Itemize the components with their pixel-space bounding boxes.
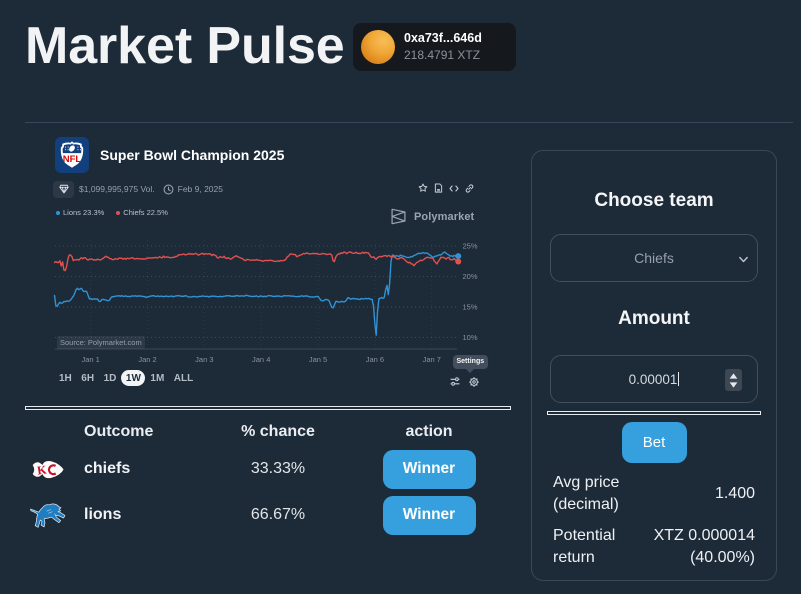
svg-text:10%: 10% bbox=[463, 333, 478, 342]
timeframe-1d[interactable]: 1D bbox=[99, 370, 121, 386]
spinner-up-icon[interactable] bbox=[729, 372, 738, 379]
polymarket-logo-icon bbox=[391, 208, 406, 225]
meta-clock-wrap bbox=[163, 184, 174, 195]
timeframe-1h[interactable]: 1H bbox=[55, 370, 77, 386]
market-widget: NFL Super Bowl Champion 2025 $1,099,995,… bbox=[32, 123, 516, 395]
embed-code-icon[interactable] bbox=[449, 184, 459, 193]
outcome-chance: 66.67% bbox=[250, 506, 306, 523]
svg-text:Jan 2: Jan 2 bbox=[138, 355, 156, 364]
wallet-avatar-icon bbox=[361, 30, 395, 64]
amount-input[interactable]: 0.00001 bbox=[550, 355, 758, 403]
settings-tooltip: Settings bbox=[453, 355, 488, 372]
team-select-value: Chiefs bbox=[634, 250, 674, 266]
timeframe-1m[interactable]: 1M bbox=[146, 370, 169, 386]
timeframe-bar: 1H 6H 1D 1W 1M ALL bbox=[55, 370, 198, 386]
timeframe-6h[interactable]: 6H bbox=[77, 370, 99, 386]
legend-dot-icon bbox=[116, 210, 121, 215]
wallet-balance: 218.4791 XTZ bbox=[404, 48, 481, 62]
potential-return-row: Potential return XTZ 0.000014 (40.00%) bbox=[553, 525, 755, 569]
svg-text:Jan 1: Jan 1 bbox=[81, 355, 99, 364]
outcomes-header-action: action bbox=[405, 423, 453, 440]
wallet-texts: 0xa73f...646d 218.4791 XTZ bbox=[404, 30, 482, 64]
nfl-shield-icon: NFL bbox=[55, 137, 89, 173]
svg-text:Jan 3: Jan 3 bbox=[195, 355, 213, 364]
svg-text:Jan 6: Jan 6 bbox=[366, 355, 384, 364]
text-caret bbox=[678, 371, 680, 386]
avg-price-label: Avg price (decimal) bbox=[553, 473, 620, 513]
polymarket-brand: Polymarket bbox=[390, 207, 474, 226]
market-title: Super Bowl Champion 2025 bbox=[100, 147, 285, 163]
svg-text:15%: 15% bbox=[463, 303, 478, 312]
svg-text:Jan 5: Jan 5 bbox=[309, 355, 327, 364]
bet-button[interactable]: Bet bbox=[621, 421, 687, 463]
outcomes-header-chance: % chance bbox=[241, 423, 315, 440]
section-divider bbox=[25, 406, 511, 410]
document-icon[interactable] bbox=[434, 183, 443, 193]
svg-text:Jan 4: Jan 4 bbox=[252, 355, 270, 364]
choose-team-heading: Choose team bbox=[594, 190, 714, 211]
legend-item-lions: Lions 23.3% bbox=[56, 208, 104, 217]
svg-text:25%: 25% bbox=[463, 242, 478, 251]
price-chart[interactable]: 25% 20% 15% 10% Jan 1 Jan 2 Jan 3 Jan 4 Jan 5 Jan… bbox=[32, 232, 516, 372]
wallet-address: 0xa73f...646d bbox=[404, 31, 482, 45]
bet-stats: Avg price (decimal) 1.400 Potential retu… bbox=[550, 472, 758, 569]
outcome-chance: 33.33% bbox=[250, 460, 306, 477]
legend-item-chiefs: Chiefs 22.5% bbox=[116, 208, 168, 217]
outcome-team-name: lions bbox=[84, 506, 122, 523]
outcomes-header-outcome: Outcome bbox=[84, 423, 154, 440]
page-title: Market Pulse bbox=[25, 17, 345, 75]
market-volume: $1,099,995,975 Vol. bbox=[79, 184, 155, 194]
star-icon[interactable] bbox=[418, 183, 428, 193]
clock-icon bbox=[163, 184, 174, 194]
outcome-row-chiefs: K chiefs 33.33% Winner bbox=[24, 449, 502, 489]
sliders-icon[interactable] bbox=[450, 377, 460, 386]
timeframe-all[interactable]: ALL bbox=[169, 370, 197, 386]
chart-source-note: Source: Polymarket.com bbox=[57, 336, 145, 349]
lions-logo-icon bbox=[29, 503, 65, 528]
market-date: Feb 9, 2025 bbox=[177, 184, 223, 194]
chevron-down-icon bbox=[739, 256, 748, 263]
legend-dot-icon bbox=[56, 210, 60, 215]
wallet-badge[interactable]: 0xa73f...646d 218.4791 XTZ bbox=[353, 23, 516, 71]
gear-icon[interactable] bbox=[469, 377, 479, 387]
winner-button-lions[interactable]: Winner bbox=[382, 495, 476, 535]
winner-button-chiefs[interactable]: Winner bbox=[382, 449, 476, 489]
avg-price-value: 1.400 bbox=[714, 484, 755, 502]
outcome-team-name: chiefs bbox=[84, 460, 131, 477]
chiefs-arrowhead-icon: K bbox=[31, 459, 64, 479]
svg-text:Jan 7: Jan 7 bbox=[423, 355, 441, 364]
svg-text:20%: 20% bbox=[463, 272, 478, 281]
market-header: NFL Super Bowl Champion 2025 bbox=[55, 137, 284, 173]
potential-return-label: Potential return bbox=[553, 526, 616, 566]
link-icon[interactable] bbox=[465, 183, 474, 193]
timeframe-1w[interactable]: 1W bbox=[121, 370, 146, 386]
market-meta: $1,099,995,975 Vol. Feb 9, 2025 bbox=[53, 180, 223, 198]
outcomes-table: Outcome % chance action K chiefs 33.33% … bbox=[24, 421, 502, 541]
chart-legend: Lions 23.3% Chiefs 22.5% bbox=[56, 208, 168, 217]
potential-return-value: XTZ 0.000014 (40.00%) bbox=[653, 526, 755, 566]
number-spinner[interactable] bbox=[725, 369, 742, 391]
header-divider bbox=[25, 122, 793, 123]
nfl-letters: NFL bbox=[63, 154, 82, 165]
rewards-icon bbox=[53, 180, 74, 198]
amount-heading: Amount bbox=[618, 308, 690, 329]
amount-divider bbox=[547, 411, 761, 415]
bet-panel: Choose team Chiefs Amount 0.00001 Bet Av… bbox=[531, 150, 777, 581]
avg-price-row: Avg price (decimal) 1.400 bbox=[553, 472, 755, 516]
team-select[interactable]: Chiefs bbox=[550, 234, 758, 282]
svg-text:K: K bbox=[36, 462, 48, 477]
outcome-row-lions: lions 66.67% Winner bbox=[24, 495, 502, 535]
amount-value: 0.00001 bbox=[628, 371, 680, 387]
chart-tools bbox=[450, 377, 479, 387]
outcomes-header-row: Outcome % chance action bbox=[24, 421, 502, 443]
spinner-down-icon[interactable] bbox=[729, 381, 738, 388]
widget-toolbar bbox=[418, 183, 474, 193]
